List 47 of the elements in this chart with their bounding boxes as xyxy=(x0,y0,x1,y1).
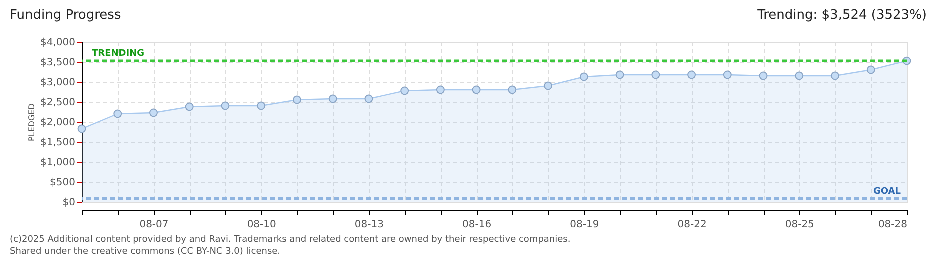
y-tick-label: $2,500 xyxy=(40,98,76,108)
x-tick-label: 08-25 xyxy=(785,220,814,230)
point xyxy=(221,102,230,110)
y-tick-label: $3,000 xyxy=(40,78,76,88)
point xyxy=(759,72,768,80)
point xyxy=(866,66,876,74)
ref-line-label: TRENDING xyxy=(92,49,144,60)
x-tick-label: 08-19 xyxy=(570,220,600,230)
x-tick-label: 08-22 xyxy=(678,220,707,230)
y-tick-label: $4,000 xyxy=(40,38,76,48)
point xyxy=(508,86,517,94)
text: (c)2025 Additional content provided by and Ravi. Trademarks and related content are owned by their respective companies. xyxy=(10,235,571,245)
y-tick-label: $2,000 xyxy=(40,118,76,128)
point xyxy=(831,72,840,80)
point xyxy=(78,124,86,134)
point xyxy=(544,82,553,90)
y-tick-label: $1,500 xyxy=(40,138,76,148)
x-tick-label: 08-13 xyxy=(354,220,384,230)
point xyxy=(257,102,266,110)
y-tick-label: $1,000 xyxy=(40,158,76,168)
y-tick-label: $500 xyxy=(50,178,76,188)
point xyxy=(185,102,194,112)
chart-title: Funding Progress xyxy=(10,8,122,23)
text: Trending: $3,524 (3523%) xyxy=(756,8,927,23)
point xyxy=(472,86,481,94)
point xyxy=(150,108,158,118)
text: Shared under the creative commons (CC BY-NC 3.0) license. xyxy=(10,247,281,257)
point xyxy=(723,70,732,80)
point xyxy=(795,72,804,80)
point xyxy=(400,86,410,96)
ref-line-label: GOAL xyxy=(874,186,902,197)
y-tick-label: $3,500 xyxy=(40,58,76,68)
x-tick-label: 08-10 xyxy=(247,220,276,230)
point xyxy=(652,70,660,80)
point xyxy=(364,94,374,104)
point xyxy=(580,72,588,82)
point xyxy=(114,110,122,118)
x-tick-label: 08-07 xyxy=(140,220,169,230)
x-tick-label: 08-16 xyxy=(462,220,492,230)
x-tick-label: 08-28 xyxy=(878,220,908,230)
point xyxy=(328,94,338,104)
y-axis-title: PLEDGED xyxy=(28,104,37,142)
point xyxy=(616,70,624,80)
point xyxy=(436,86,445,94)
point xyxy=(688,70,696,80)
y-tick-label: $0 xyxy=(62,198,76,208)
point xyxy=(293,96,302,104)
